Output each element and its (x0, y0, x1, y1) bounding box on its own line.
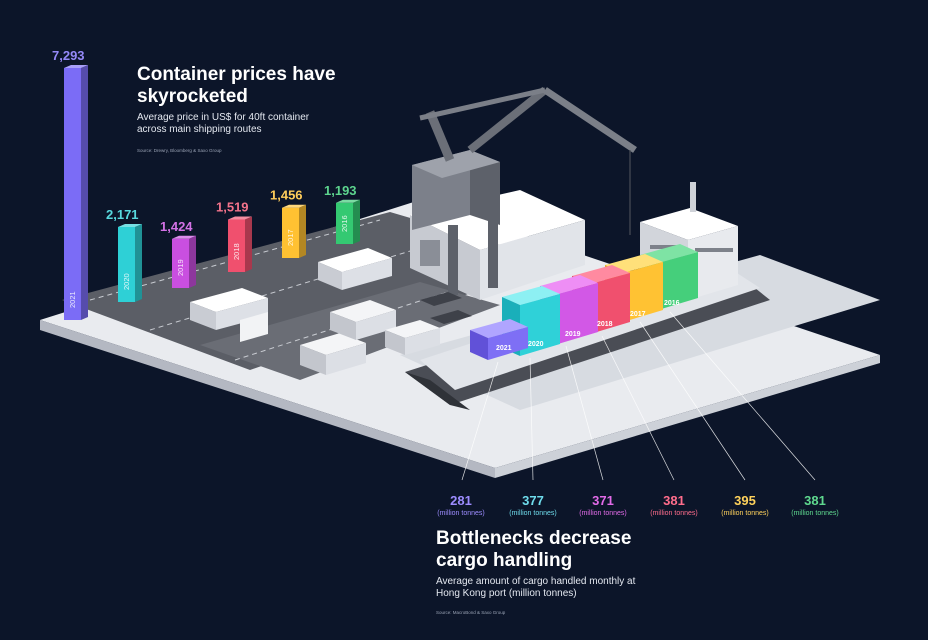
price-bar-2021 (64, 68, 81, 320)
svg-text:2021: 2021 (496, 345, 512, 352)
price-bar-top-2020 (118, 223, 142, 227)
ship-containers: 2021 2020 2019 2018 2017 2016 (470, 244, 698, 360)
cargo-unit-2020: (million tonnes) (509, 510, 556, 517)
cargo-unit-2017: (million tonnes) (721, 510, 768, 517)
price-value-2021: 7,293 (52, 48, 85, 63)
cargo-unit-2016: (million tonnes) (791, 510, 838, 517)
cargo-unit-2019: (million tonnes) (579, 510, 626, 517)
price-value-2018: 1,519 (216, 200, 249, 215)
cargo-unit-2018: (million tonnes) (650, 510, 697, 517)
price-bar-top-2018 (228, 216, 252, 220)
price-bar-top-2021 (64, 65, 88, 68)
crane (412, 86, 637, 295)
price-bars: 2021 7,293 2020 2,171 2019 1,424 2018 1,519 2017… (52, 48, 360, 320)
price-bar-2019 (172, 238, 189, 288)
price-bar-side-2018 (245, 216, 252, 272)
price-bar-2020 (118, 226, 135, 302)
price-bar-side-2016 (353, 199, 360, 244)
price-bar-year-2020: 2020 (122, 273, 131, 290)
price-bar-side-2020 (135, 223, 142, 302)
cargo-chart-title: Bottlenecks decrease cargo handling (436, 528, 632, 571)
leader-lines (461, 311, 816, 481)
cargo-value-2019: 371 (592, 493, 614, 508)
cargo-value-2018: 381 (663, 493, 685, 508)
price-bar-top-2016 (336, 199, 360, 203)
cargo-value-2016: 381 (804, 493, 826, 508)
price-bar-year-2016: 2016 (340, 215, 349, 232)
svg-text:2018: 2018 (597, 321, 613, 328)
price-bar-2017 (282, 207, 299, 258)
price-chart-title: Container prices have skyrocketed (137, 64, 336, 107)
price-bar-year-2021: 2021 (68, 291, 77, 308)
svg-text:2016: 2016 (664, 300, 680, 307)
cargo-unit-2021: (million tonnes) (437, 510, 484, 517)
price-chart-source: Source: Drewry, Bloomberg & Saxo Group (137, 148, 222, 153)
cargo-value-2017: 395 (734, 493, 756, 508)
price-value-2019: 1,424 (160, 219, 193, 234)
cargo-labels: 281 (million tonnes) 377 (million tonnes) 37… (437, 493, 838, 517)
price-bar-side-2019 (189, 235, 196, 288)
price-bar-top-2017 (282, 204, 306, 208)
price-bar-side-2021 (81, 65, 88, 320)
price-chart-subtitle: Average price in US$ for 40ft container … (137, 112, 310, 135)
price-value-2020: 2,171 (106, 207, 139, 222)
price-value-2016: 1,193 (324, 183, 357, 198)
cargo-value-2021: 281 (450, 493, 472, 508)
price-value-2017: 1,456 (270, 188, 303, 203)
price-bar-year-2017: 2017 (286, 229, 295, 246)
price-bar-side-2017 (299, 204, 306, 258)
svg-text:2019: 2019 (565, 331, 581, 338)
svg-text:2017: 2017 (630, 311, 646, 318)
price-bar-2016 (336, 202, 353, 244)
price-bar-year-2018: 2018 (232, 243, 241, 260)
svg-text:2020: 2020 (528, 341, 544, 348)
cargo-value-2020: 377 (522, 493, 544, 508)
price-bar-year-2019: 2019 (176, 259, 185, 276)
price-bar-2018 (228, 219, 245, 272)
cargo-chart-source: Source: MacroBond & Saxo Group (436, 610, 506, 615)
cargo-chart-subtitle: Average amount of cargo handled monthly … (436, 576, 636, 599)
price-bar-top-2019 (172, 235, 196, 239)
yard-trucks (190, 248, 472, 375)
